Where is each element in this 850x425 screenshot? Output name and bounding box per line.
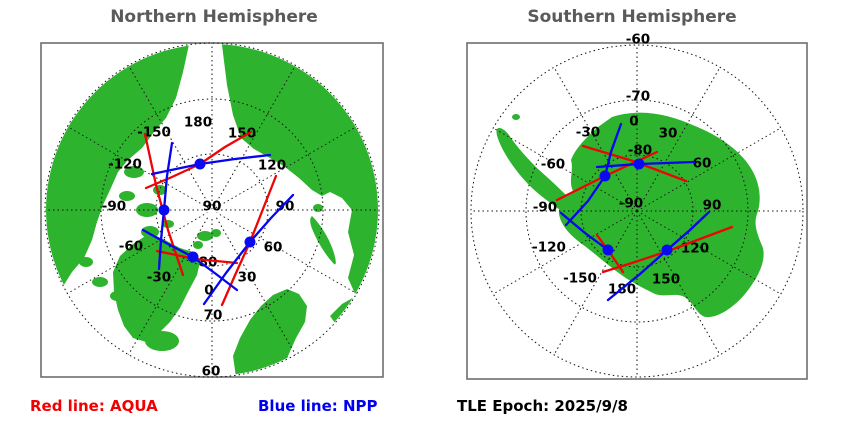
satellite-position-dots [158, 158, 256, 263]
latitude-label: -80 [628, 143, 652, 159]
meridian-line [211, 209, 296, 355]
meridian-line [128, 65, 213, 211]
longitude-label: -30 [147, 270, 171, 286]
meridian-line [553, 66, 638, 212]
longitude-label: -30 [576, 125, 600, 141]
island [124, 166, 144, 178]
longitude-label: -150 [563, 271, 597, 287]
longitude-label: -90 [102, 199, 126, 215]
satellite-dot [187, 251, 199, 263]
landmass [233, 289, 307, 376]
meridian-line [492, 127, 638, 212]
island [211, 229, 221, 237]
longitude-label: 150 [652, 272, 680, 288]
graticule [470, 44, 804, 378]
island [197, 231, 213, 241]
longitude-label: 0 [629, 114, 638, 130]
legend-npp-blue-line: Blue line: NPP [258, 397, 378, 415]
latitude-ring [100, 98, 324, 322]
latitude-label: 60 [202, 364, 221, 380]
landmass [222, 44, 378, 340]
satellite-dot [599, 170, 611, 182]
longitude-label: 0 [204, 283, 213, 299]
legend-aqua-red-line: Red line: AQUA [30, 397, 158, 415]
landmass [310, 216, 336, 265]
latitude-ring [155, 153, 269, 267]
longitude-label: 60 [693, 156, 712, 172]
grid-labels: 0306090120150180-150-120-90-60-30-90-80-… [532, 32, 721, 298]
meridian-line [492, 210, 638, 295]
satellite-dot [661, 244, 673, 256]
meridian-line [636, 127, 782, 212]
longitude-label: 180 [184, 115, 212, 131]
longitude-label: 30 [659, 126, 678, 142]
latitude-label: -60 [626, 32, 650, 48]
latitude-ring [470, 44, 804, 378]
south-map-title: Southern Hemisphere [527, 7, 737, 27]
island [119, 191, 135, 201]
longitude-label: -120 [532, 240, 566, 256]
island [92, 277, 108, 287]
meridian-line [67, 126, 213, 211]
satellite-position-dots [599, 158, 673, 256]
landmass [496, 128, 572, 212]
longitude-label: -60 [119, 239, 143, 255]
meridian-line [128, 209, 213, 355]
longitude-label: 120 [681, 241, 709, 257]
north-map-title: Northern Hemisphere [110, 7, 318, 27]
meridian-line [211, 65, 296, 211]
meridian-line [553, 210, 638, 356]
meridian-line [636, 66, 721, 212]
longitude-label: 30 [238, 270, 257, 286]
longitude-label: -60 [541, 157, 565, 173]
longitude-label: -150 [137, 125, 171, 141]
satellite-dot [158, 204, 170, 216]
tle-epoch-label: TLE Epoch: 2025/9/8 [457, 397, 628, 415]
npp-ground-track [150, 153, 272, 176]
graticule [44, 42, 380, 378]
satellite-dot [244, 236, 256, 248]
island [193, 241, 203, 249]
island [313, 204, 323, 212]
longitude-label: 150 [228, 126, 256, 142]
latitude-label: 90 [203, 199, 222, 215]
island [79, 257, 93, 267]
longitude-label: -120 [108, 157, 142, 173]
longitude-label: 60 [264, 240, 283, 256]
island [109, 152, 127, 164]
island [136, 203, 158, 217]
meridian-line [636, 210, 721, 356]
aqua-ground-track [581, 144, 688, 183]
latitude-label: 80 [199, 255, 218, 271]
latitude-label: 70 [204, 308, 223, 324]
island [512, 114, 520, 120]
latitude-label: -90 [619, 196, 643, 212]
longitude-label: -90 [533, 200, 557, 216]
meridian-line [211, 209, 357, 294]
meridian-line [636, 210, 782, 295]
island [141, 226, 159, 238]
meridian-line [67, 209, 213, 294]
south-hemisphere-map: 0306090120150180-150-120-90-60-30-90-80-… [466, 32, 808, 380]
satellite-dot [633, 158, 645, 170]
latitude-label: -70 [626, 89, 650, 105]
longitude-label: 120 [258, 158, 286, 174]
longitude-label: 90 [703, 198, 722, 214]
longitude-label: 90 [276, 199, 295, 215]
pole-marker [207, 209, 217, 219]
satellite-dot [602, 244, 614, 256]
latitude-ring [580, 154, 694, 268]
island [145, 331, 179, 351]
meridian-line [211, 126, 357, 211]
island [110, 291, 124, 301]
npp-ground-track [559, 211, 610, 252]
satellite-dot [194, 158, 206, 170]
latitude-ring [525, 99, 749, 323]
